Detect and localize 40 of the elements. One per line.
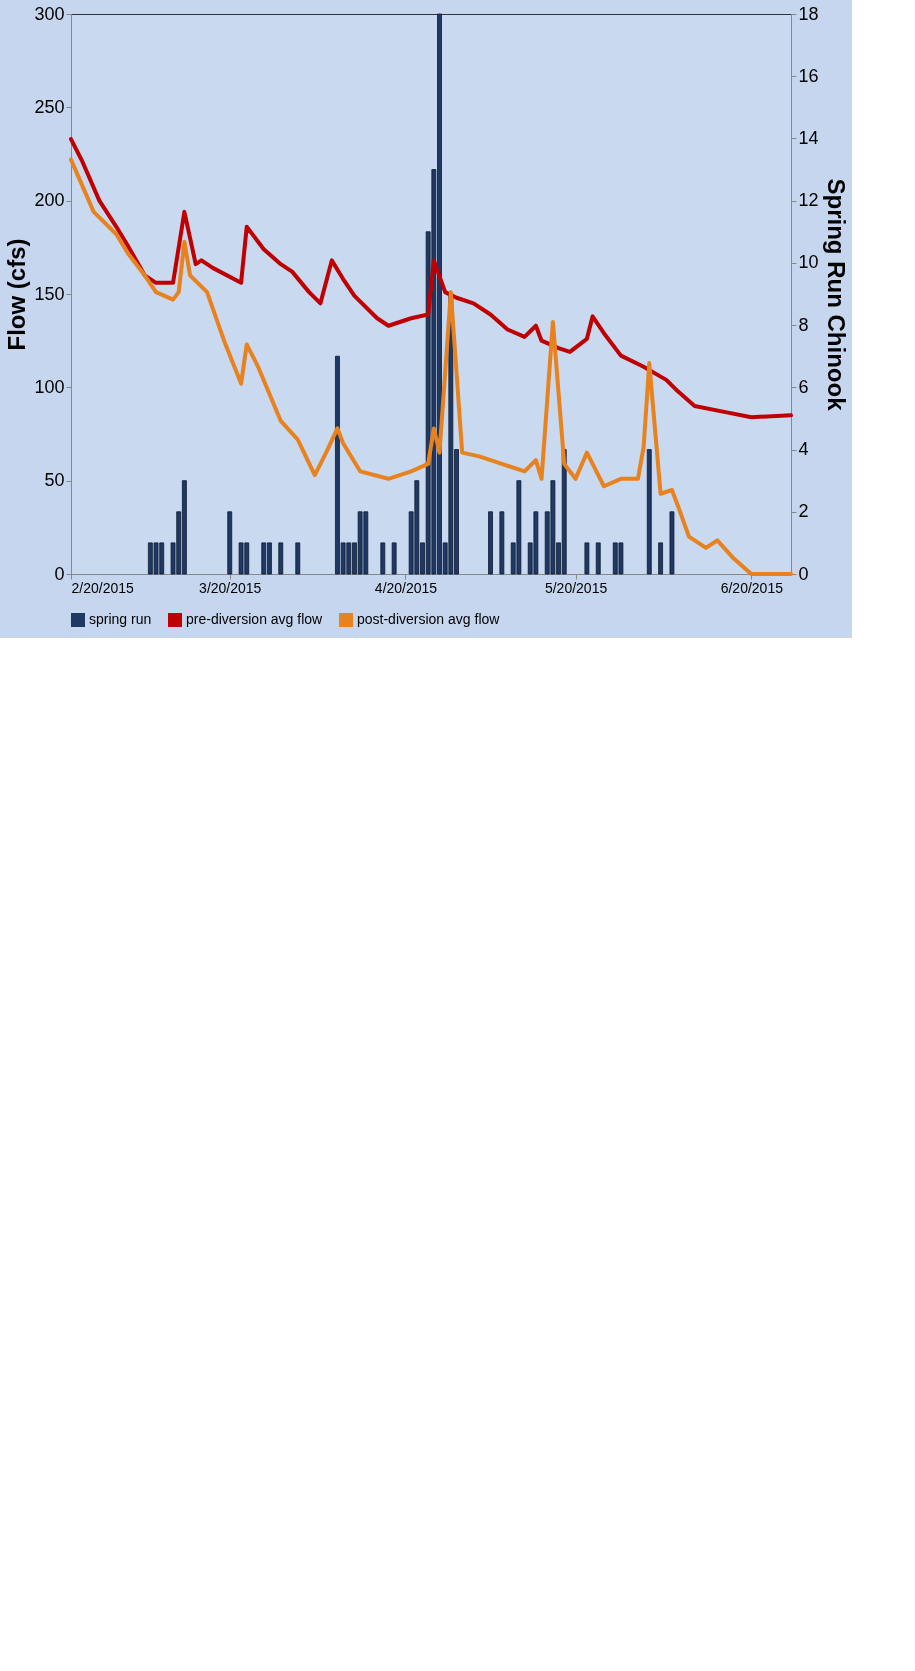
bar [488,511,493,575]
bar [499,511,505,575]
y2-tick-label: 14 [798,127,819,148]
bar [669,511,675,575]
bar [584,542,590,575]
x-tick-label: 2/20/2015 [71,579,134,596]
y2-tick-label: 0 [798,563,809,584]
y2-tick-label: 2 [798,501,809,522]
x-tick-label: 5/20/2015 [544,579,608,596]
bar [595,542,601,575]
x-tick-label: 3/20/2015 [199,579,262,596]
bar [391,542,397,575]
y2-tick-label: 18 [798,3,819,24]
y2-tick-label: 6 [798,376,809,397]
y-tick-label: 50 [44,470,65,491]
y-axis-title: Flow (cfs) [3,238,31,351]
y-tick-label: 150 [34,283,65,304]
y-tick-label: 100 [34,376,65,397]
y2-tick-label: 16 [798,65,819,86]
bar [658,542,664,575]
bar [646,449,652,575]
y-tick-label: 0 [54,563,65,584]
x-tick-label: 4/20/2015 [374,579,438,596]
x-tick-label: 6/20/2015 [720,579,784,596]
y-tick-label: 300 [34,3,65,24]
y-tick-label: 200 [34,190,65,211]
y2-axis-title: Spring Run Chinook [822,178,850,412]
bar [227,511,233,575]
y2-tick-label: 10 [798,252,819,273]
y2-tick-label: 8 [798,314,809,335]
bar [278,542,284,575]
y2-tick-label: 12 [798,190,819,211]
legend-label: spring run [89,611,152,627]
legend-label: pre-diversion avg flow [186,611,324,627]
bar [295,542,301,575]
y-tick-label: 250 [34,96,65,117]
bar [380,542,386,575]
y2-tick-label: 4 [798,439,809,460]
legend-label: post-diversion avg flow [357,611,501,627]
line-series [69,137,793,420]
